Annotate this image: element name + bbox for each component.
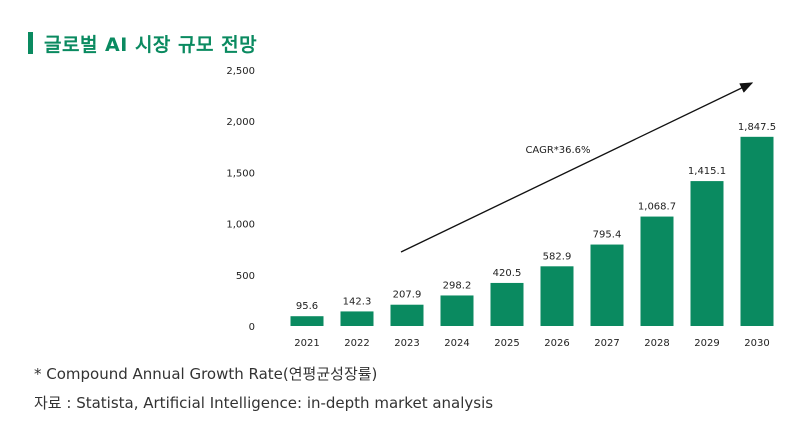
y-tick-label: 1,000 — [226, 220, 255, 231]
bar-value-label: 142.3 — [343, 296, 372, 307]
bar-value-label: 207.9 — [393, 290, 422, 301]
bar-value-label: 95.6 — [296, 301, 318, 312]
y-tick-label: 2,500 — [226, 66, 255, 77]
bar — [390, 304, 424, 326]
page-title: 글로벌 AI 시장 규모 전망 — [44, 33, 258, 56]
x-tick-label: 2026 — [544, 338, 569, 349]
x-tick-label: 2024 — [444, 338, 469, 349]
cagr-trend-arrow — [400, 82, 754, 253]
x-tick-label: 2021 — [294, 338, 319, 349]
x-tick-label: 2028 — [644, 338, 669, 349]
bar-chart: 0 500 1,000 1,500 2,000 2,500 95.6 2021 142.3 202… — [226, 66, 776, 349]
bar — [340, 311, 374, 326]
bar — [640, 216, 674, 326]
y-tick-label: 1,500 — [226, 168, 255, 179]
cagr-annotation: CAGR*36.6% — [525, 145, 590, 156]
bar — [590, 244, 624, 326]
bar — [490, 282, 524, 326]
bar-value-label: 420.5 — [493, 268, 522, 279]
bar — [540, 266, 574, 326]
x-tick-label: 2023 — [394, 338, 419, 349]
x-tick-label: 2022 — [344, 338, 369, 349]
x-tick-label: 2029 — [694, 338, 719, 349]
bar-value-label: 795.4 — [593, 230, 622, 241]
bar — [440, 295, 474, 326]
y-tick-label: 2,000 — [226, 117, 255, 128]
x-tick-label: 2030 — [744, 338, 769, 349]
y-tick-label: 500 — [236, 271, 255, 282]
bar-value-label: 582.9 — [543, 251, 572, 262]
source-note: 자료 : Statista, Artificial Intelligence: … — [34, 394, 494, 412]
bar — [740, 136, 774, 326]
chart-title: 글로벌 AI 시장 규모 전망 — [28, 31, 258, 56]
bar — [290, 316, 324, 326]
bar-value-label: 1,415.1 — [688, 166, 726, 177]
y-tick-label: 0 — [249, 322, 255, 333]
bar-value-label: 1,068.7 — [638, 202, 676, 213]
title-accent-bar — [28, 32, 33, 54]
footnote-cagr: * Compound Annual Growth Rate(연평균성장률) — [34, 365, 378, 383]
bar — [690, 181, 724, 326]
bar-value-label: 1,847.5 — [738, 122, 776, 133]
bar-value-label: 298.2 — [443, 280, 472, 291]
x-tick-label: 2027 — [594, 338, 619, 349]
x-tick-label: 2025 — [494, 338, 519, 349]
